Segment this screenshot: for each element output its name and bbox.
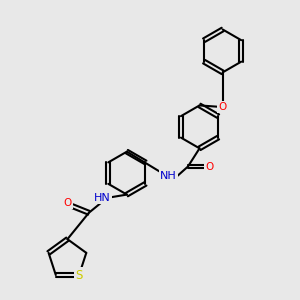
Text: O: O [63,198,72,208]
Text: O: O [205,161,214,172]
Text: HN: HN [94,193,110,203]
Text: S: S [75,268,83,281]
Text: NH: NH [160,171,176,182]
Text: O: O [218,102,227,112]
